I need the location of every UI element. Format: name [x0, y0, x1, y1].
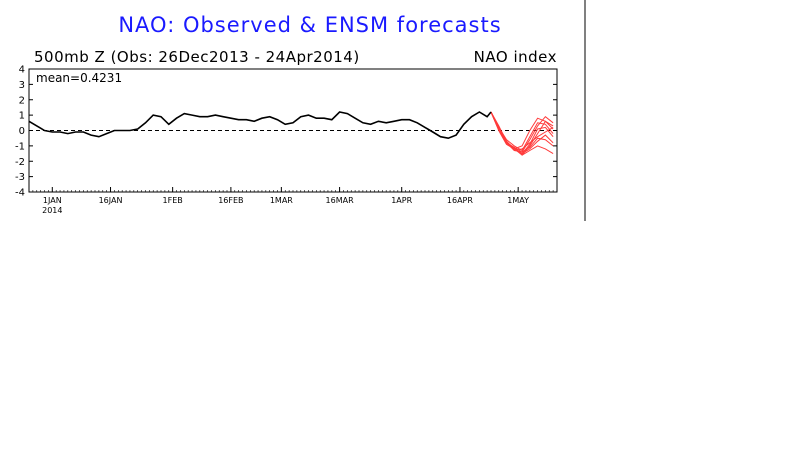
y-tick-label: 2 — [19, 95, 25, 106]
y-tick-label: 3 — [19, 80, 25, 91]
x-tick-label: 16JAN — [99, 196, 123, 205]
forecast-member-line — [490, 111, 554, 153]
chart-title: NAO: Observed & ENSM forecasts — [118, 13, 501, 37]
forecast-member-line — [490, 111, 554, 150]
mean-annotation: mean=0.4231 — [36, 71, 122, 85]
x-tick-label: 1APR — [391, 196, 412, 205]
x-tick-label: 1JAN — [43, 196, 62, 205]
y-tick-label: 1 — [19, 111, 25, 122]
y-tick-label: 4 — [19, 65, 25, 76]
y-axis: 4 3 2 1 0 -1 -2 -3 -4 — [15, 65, 557, 199]
y-tick-label: -3 — [15, 172, 25, 183]
x-tick-label: 1MAR — [270, 196, 293, 205]
y-tick-label: 0 — [19, 126, 25, 137]
x-tick-label: 1MAY — [507, 196, 529, 205]
observed-nao-line — [28, 111, 492, 140]
x-tick-label: 16FEB — [218, 196, 243, 205]
forecast-series-group — [490, 111, 554, 156]
x-tick-label: 16MAR — [326, 196, 355, 205]
forecast-member-line — [490, 111, 554, 155]
x-tick-label: 1FEB — [163, 196, 183, 205]
chart-subtitle: 500mb Z (Obs: 26Dec2013 - 24Apr2014) — [34, 48, 360, 66]
y-tick-label: -1 — [15, 141, 25, 152]
chart-index-label: NAO index — [474, 48, 557, 66]
x-tick-label: 16APR — [447, 196, 473, 205]
y-tick-label: -2 — [15, 157, 25, 168]
y-tick-label: -4 — [15, 188, 25, 199]
x-tick-year-label: 2014 — [42, 206, 62, 215]
